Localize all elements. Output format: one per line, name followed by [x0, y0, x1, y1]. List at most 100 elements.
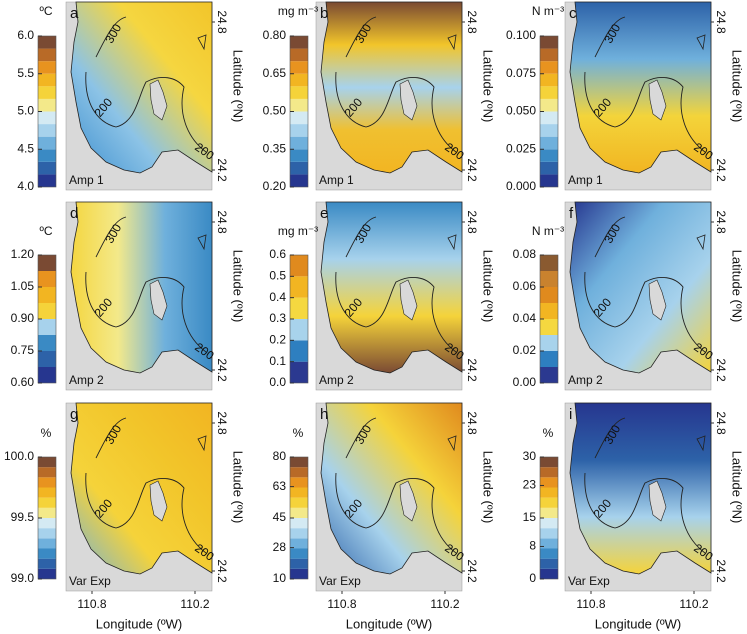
colorbar-segment — [290, 297, 308, 319]
lat-tick-label: 24.8 — [465, 210, 479, 234]
colorbar-segment — [38, 61, 56, 74]
colorbar-tick-label: 0.0 — [269, 375, 286, 389]
contour — [335, 71, 457, 153]
colorbar-segment — [540, 111, 558, 125]
colorbar-segment — [38, 367, 56, 383]
colorbar-tick-label: 0.50 — [263, 104, 287, 118]
island — [399, 279, 418, 321]
contour — [95, 16, 127, 58]
colorbar-tick-label: 0.3 — [269, 311, 286, 325]
colorbar-segment — [290, 73, 308, 87]
colorbar-segment — [540, 174, 558, 187]
contour — [95, 216, 127, 258]
colorbar-segment — [540, 73, 558, 87]
colorbar-segment — [38, 255, 56, 271]
colorbar-tick-label: 5.0 — [17, 104, 34, 118]
colorbar-segment — [290, 36, 308, 49]
colorbar-segment — [540, 548, 558, 559]
colorbar-unit: % — [543, 426, 554, 440]
colorbar-segment — [290, 319, 308, 341]
colorbar-tick-label: 0.04 — [513, 311, 537, 325]
colorbar-segment — [540, 367, 558, 383]
colorbar-unit: N m⁻³ — [532, 224, 564, 238]
lon-tick-label: 110.8 — [327, 597, 356, 611]
colorbar-unit: ºC — [39, 224, 52, 238]
sea — [569, 201, 712, 374]
colorbar-segment — [38, 467, 56, 478]
colorbar-unit: mg m⁻³ — [278, 224, 318, 238]
colorbar-segment — [540, 568, 558, 579]
panel-label: Amp 1 — [69, 173, 104, 187]
colorbar-segment — [540, 303, 558, 319]
colorbar-segment — [290, 518, 308, 529]
colorbar-segment — [38, 528, 56, 539]
lat-title: Latitude (ºN) — [231, 250, 246, 323]
island — [648, 79, 667, 121]
island — [197, 34, 207, 51]
colorbar-segment — [38, 174, 56, 187]
panel-letter: e — [320, 205, 328, 222]
panel-letter: b — [320, 5, 328, 22]
colorbar-segment — [38, 548, 56, 559]
contour — [335, 472, 457, 554]
colorbar-tick-label: 30 — [523, 449, 537, 463]
sea — [320, 201, 463, 374]
colorbar-tick-label: 100.0 — [4, 449, 34, 463]
island — [399, 480, 418, 522]
colorbar-tick-label: 80 — [273, 449, 287, 463]
colorbar-segment — [38, 124, 56, 137]
lat-tick-label: 24.8 — [215, 210, 229, 234]
colorbar-tick-label: 45 — [273, 510, 287, 524]
sea — [320, 1, 463, 174]
colorbar-tick-label: 63 — [273, 479, 287, 493]
colorbar-segment — [540, 161, 558, 175]
colorbar-tick-label: 0.050 — [506, 104, 536, 118]
colorbar-segment — [540, 497, 558, 508]
colorbar-segment — [38, 111, 56, 125]
island — [696, 234, 706, 251]
island — [149, 279, 168, 321]
colorbar-unit: ºC — [39, 4, 52, 18]
lat-title: Latitude (ºN) — [481, 451, 496, 524]
colorbar-segment — [38, 457, 56, 468]
colorbar-segment — [540, 351, 558, 367]
colorbar-segment — [38, 558, 56, 569]
colorbar-tick-label: 4.5 — [17, 141, 34, 155]
colorbar-segment — [540, 538, 558, 549]
contour — [594, 417, 626, 459]
colorbar-tick-label: 0.6 — [269, 247, 286, 261]
lat-tick-label: 24.8 — [714, 10, 728, 34]
colorbar-unit: % — [41, 426, 52, 440]
colorbar-segment — [290, 497, 308, 508]
colorbar-tick-label: 0.1 — [269, 354, 286, 368]
colorbar-segment — [540, 477, 558, 488]
colorbar-segment — [38, 351, 56, 367]
colorbar-segment — [38, 477, 56, 488]
colorbar-tick-label: 0.000 — [506, 179, 536, 193]
panel-letter: c — [569, 5, 577, 22]
lat-tick-label: 24.2 — [465, 559, 479, 583]
colorbar-tick-label: 8 — [529, 539, 536, 553]
sea — [70, 201, 213, 374]
colorbar-segment — [290, 538, 308, 549]
lon-tick-label: 110.8 — [576, 597, 605, 611]
contour — [345, 16, 377, 58]
colorbar-segment — [540, 528, 558, 539]
colorbar-segment — [540, 457, 558, 468]
colorbar-segment — [38, 149, 56, 162]
colorbar-segment — [290, 255, 308, 277]
panel-label: Amp 2 — [568, 373, 603, 387]
colorbar-segment — [38, 319, 56, 335]
panel-letter: d — [70, 205, 78, 222]
lat-tick-label: 24.8 — [714, 210, 728, 234]
colorbar-tick-label: 1.20 — [11, 247, 35, 261]
lat-title: Latitude (ºN) — [231, 50, 246, 123]
